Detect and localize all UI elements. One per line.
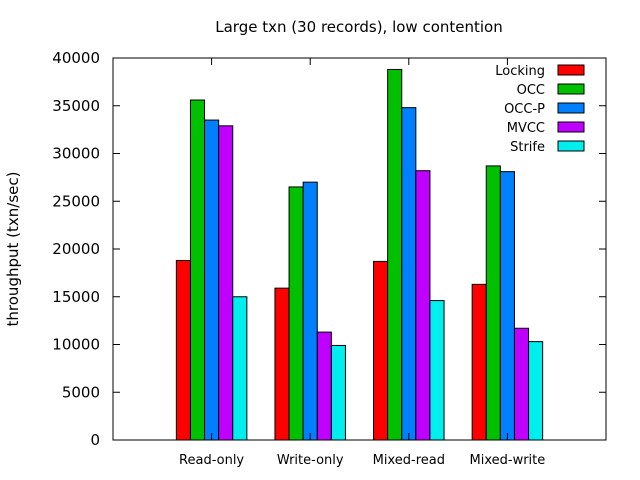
y-tick-label: 5000 xyxy=(62,383,100,401)
bar xyxy=(274,287,290,441)
bar xyxy=(401,107,417,441)
chart-title: Large txn (30 records), low contention xyxy=(215,18,503,36)
bar xyxy=(415,170,431,441)
legend-swatch xyxy=(557,64,585,76)
y-axis-label: throughput (txn/sec) xyxy=(4,172,22,327)
legend-swatch xyxy=(557,121,585,133)
legend-label: OCC-P xyxy=(504,102,545,117)
legend-label: Locking xyxy=(495,64,545,79)
bar xyxy=(189,99,206,441)
bar xyxy=(387,68,403,441)
bar xyxy=(499,171,515,441)
x-axis: Read-only Write-only Mixed-read Mixed-write xyxy=(179,58,545,468)
bar xyxy=(218,125,234,441)
bars xyxy=(175,68,544,441)
bar xyxy=(204,119,220,441)
y-tick-label: 40000 xyxy=(52,49,100,67)
y-tick-label: 20000 xyxy=(52,240,100,258)
legend: Locking OCC OCC-P MVCC Strife xyxy=(495,64,585,155)
bar xyxy=(316,331,332,441)
bar xyxy=(528,341,544,441)
y-tick-label: 25000 xyxy=(52,192,100,210)
legend-swatch xyxy=(557,140,585,152)
legend-swatch xyxy=(557,83,585,95)
bar xyxy=(373,260,389,441)
bar xyxy=(513,327,530,441)
legend-swatch xyxy=(557,102,585,114)
y-tick-label: 35000 xyxy=(52,97,100,115)
bar xyxy=(288,186,304,441)
x-tick-label: Mixed-write xyxy=(470,453,546,468)
x-tick-label: Mixed-read xyxy=(373,453,445,468)
bar xyxy=(429,300,445,441)
y-tick-label: 10000 xyxy=(52,336,100,354)
x-tick-label: Write-only xyxy=(277,453,344,468)
y-tick-label: 0 xyxy=(90,431,100,449)
legend-label: Strife xyxy=(510,140,545,155)
legend-label: MVCC xyxy=(507,121,545,136)
bar xyxy=(330,344,346,441)
bar xyxy=(485,165,501,441)
y-tick-label: 30000 xyxy=(52,145,100,163)
legend-label: OCC xyxy=(517,83,545,98)
y-axis: 0 5000 10000 15000 20000 25000 30000 35000 40000 xyxy=(52,49,606,449)
bar xyxy=(175,259,191,441)
bar xyxy=(471,283,487,441)
plot-frame xyxy=(112,57,607,441)
x-tick-label: Read-only xyxy=(179,453,244,468)
bar xyxy=(302,181,318,441)
bar xyxy=(232,296,248,441)
y-tick-label: 15000 xyxy=(52,288,100,306)
